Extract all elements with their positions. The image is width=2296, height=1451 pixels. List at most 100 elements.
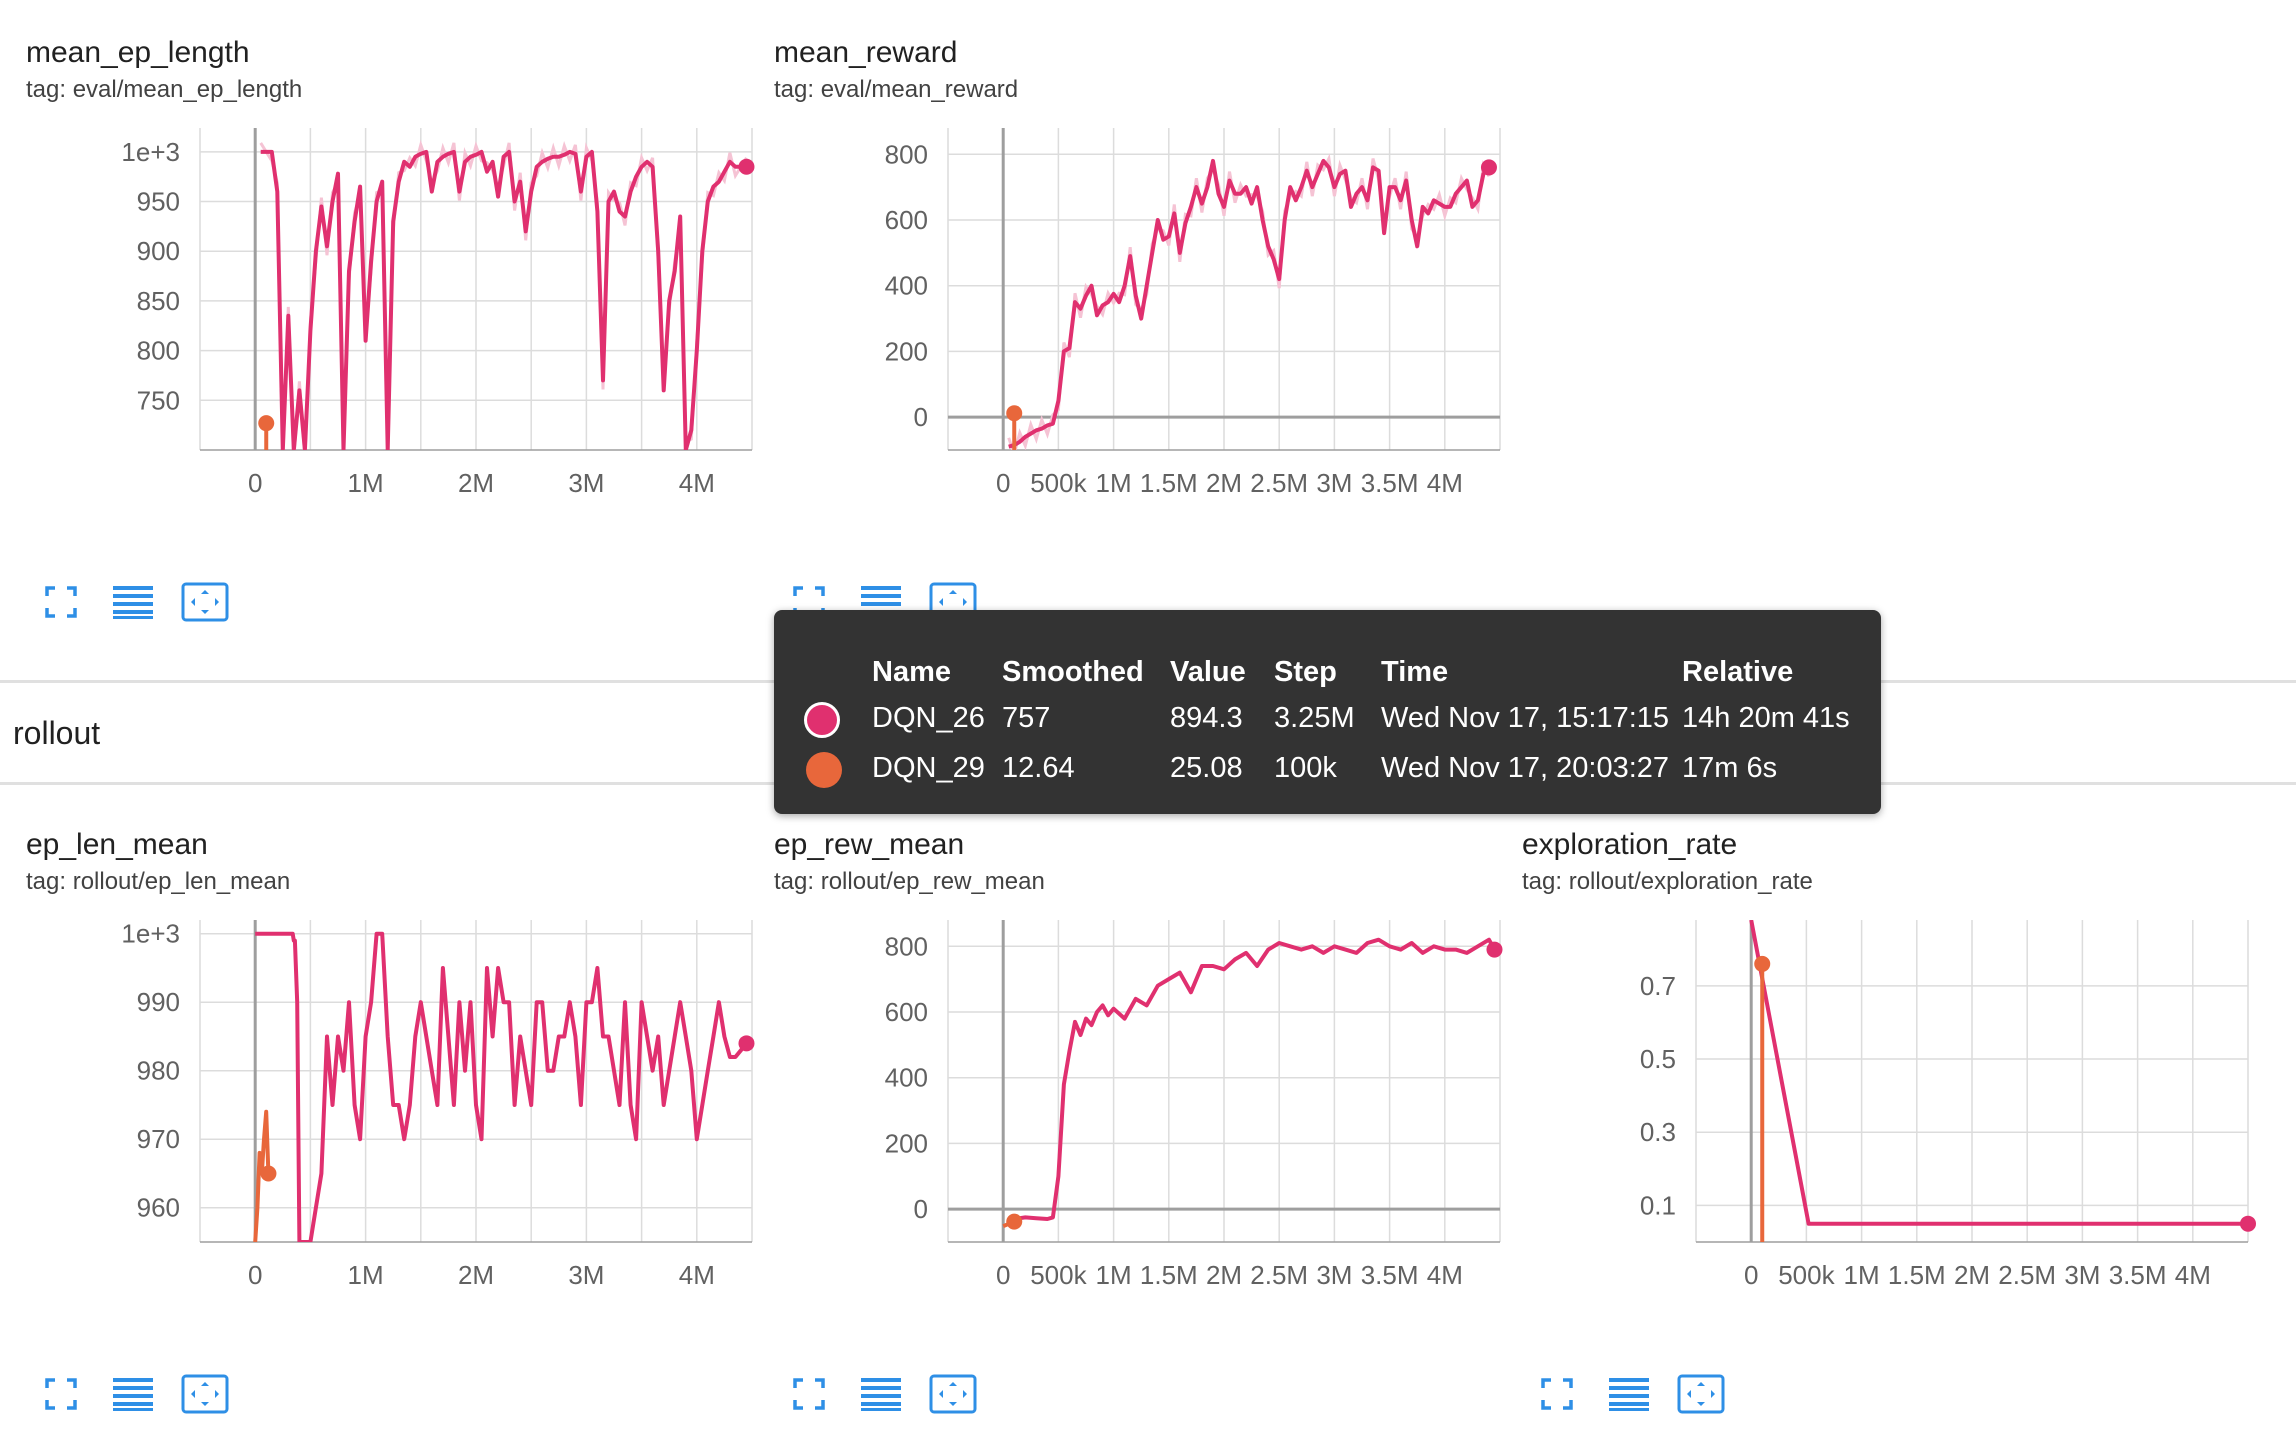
y-tick-label: 850 <box>137 286 180 316</box>
tooltip-header-name: Name <box>872 656 951 688</box>
tooltip-cell: DQN_29 <box>872 752 985 784</box>
series-end-point <box>1006 405 1023 422</box>
x-tick-label: 4M <box>1427 468 1463 498</box>
fullscreen-icon[interactable] <box>37 578 85 626</box>
x-tick-label: 0 <box>996 1260 1010 1290</box>
x-tick-label: 1M <box>348 468 384 498</box>
hover-tooltip: Name Smoothed Value Step Time Relative D… <box>774 610 1881 814</box>
x-tick-label: 0 <box>248 468 262 498</box>
series-line <box>255 931 749 1242</box>
fit-domain-icon[interactable] <box>929 1370 977 1418</box>
x-tick-label: 500k <box>1778 1260 1835 1290</box>
series-line <box>1008 158 1491 449</box>
card-tag: tag: eval/mean_reward <box>774 76 1019 103</box>
series-line <box>260 149 747 450</box>
data-table-icon[interactable] <box>857 1370 905 1418</box>
y-tick-label: 950 <box>137 187 180 217</box>
x-tick-label: 500k <box>1030 468 1087 498</box>
y-tick-label: 0.1 <box>1640 1190 1676 1220</box>
y-tick-label: 900 <box>137 236 180 266</box>
x-tick-label: 0 <box>996 468 1010 498</box>
fullscreen-icon[interactable] <box>37 1370 85 1418</box>
y-tick-label: 400 <box>885 1063 928 1093</box>
card-toolbar <box>1533 1370 1725 1418</box>
y-tick-label: 0.7 <box>1640 971 1676 1001</box>
x-tick-label: 3.5M <box>1361 468 1419 498</box>
y-tick-label: 600 <box>885 205 928 235</box>
tooltip-cell: 25.08 <box>1170 752 1243 784</box>
series-end-point <box>738 158 755 175</box>
x-tick-label: 2M <box>1206 1260 1242 1290</box>
card-toolbar <box>37 1370 229 1418</box>
fit-domain-icon[interactable] <box>181 578 229 626</box>
chart-ep-rew-mean[interactable]: 0 500k 1M 1.5M 2M 2.5M 3M 3.5M 4M 0 200 400 600 800 <box>748 902 1508 1362</box>
y-tick-label: 800 <box>885 931 928 961</box>
y-tick-label: 750 <box>137 385 180 415</box>
x-tick-label: 3M <box>568 468 604 498</box>
tooltip-cell: 757 <box>1002 702 1051 734</box>
x-tick-label: 2.5M <box>1250 1260 1308 1290</box>
tooltip-cell: 12.64 <box>1002 752 1075 784</box>
y-tick-label: 200 <box>885 1128 928 1158</box>
y-tick-label: 990 <box>137 987 180 1017</box>
y-tick-label: 980 <box>137 1056 180 1086</box>
y-tick-label: 600 <box>885 997 928 1027</box>
x-tick-label: 3M <box>2064 1260 2100 1290</box>
x-tick-label: 1M <box>1096 468 1132 498</box>
series-end-point <box>1480 159 1497 176</box>
fullscreen-icon[interactable] <box>785 578 833 626</box>
data-table-icon[interactable] <box>1605 1370 1653 1418</box>
y-tick-label: 1e+3 <box>121 919 180 949</box>
x-tick-label: 1.5M <box>1140 1260 1198 1290</box>
group-title-rollout[interactable]: rollout <box>13 715 101 751</box>
y-tick-label: 0 <box>914 1194 928 1224</box>
x-tick-label: 2M <box>1954 1260 1990 1290</box>
tooltip-cell: DQN_26 <box>872 702 985 734</box>
y-tick-label: 800 <box>137 336 180 366</box>
chart-mean-ep-length[interactable]: 0 1M 2M 3M 4M 750 800 850 900 950 1e+3 <box>0 110 760 570</box>
tooltip-header-time: Time <box>1381 656 1449 688</box>
y-tick-label: 960 <box>137 1193 180 1223</box>
x-tick-label: 2.5M <box>1250 468 1308 498</box>
card-toolbar <box>37 578 229 626</box>
card-title: exploration_rate <box>1522 828 1738 861</box>
series-end-point <box>1486 941 1503 958</box>
tooltip-cell: 17m 6s <box>1682 752 1778 784</box>
tooltip-cell: 14h 20m 41s <box>1682 702 1850 734</box>
y-tick-label: 200 <box>885 336 928 366</box>
x-tick-label: 3.5M <box>1361 1260 1419 1290</box>
card-title: mean_ep_length <box>26 36 250 69</box>
series-swatch <box>806 752 842 788</box>
x-tick-label: 2M <box>458 468 494 498</box>
series-line <box>1749 920 2248 1226</box>
x-tick-label: 3M <box>1316 1260 1352 1290</box>
y-tick-label: 0 <box>914 402 928 432</box>
x-tick-label: 1.5M <box>1888 1260 1946 1290</box>
x-tick-label: 1.5M <box>1140 468 1198 498</box>
card-tag: tag: rollout/exploration_rate <box>1522 868 1813 895</box>
x-tick-label: 500k <box>1030 1260 1087 1290</box>
card-toolbar <box>785 1370 977 1418</box>
card-title: mean_reward <box>774 36 958 69</box>
card-tag: tag: rollout/ep_len_mean <box>26 868 291 895</box>
chart-mean-reward[interactable]: 0 500k 1M 1.5M 2M 2.5M 3M 3.5M 4M 0 200 400 600 800 <box>748 110 1508 570</box>
fullscreen-icon[interactable] <box>785 1370 833 1418</box>
x-tick-label: 2M <box>1206 468 1242 498</box>
card-tag: tag: eval/mean_ep_length <box>26 76 303 103</box>
fit-domain-icon[interactable] <box>1677 1370 1725 1418</box>
fullscreen-icon[interactable] <box>1533 1370 1581 1418</box>
x-tick-label: 1M <box>1096 1260 1132 1290</box>
series-end-point <box>260 1165 277 1182</box>
x-tick-label: 1M <box>348 1260 384 1290</box>
data-table-icon[interactable] <box>109 578 157 626</box>
chart-ep-len-mean[interactable]: 0 1M 2M 3M 4M 960 970 980 990 1e+3 <box>0 902 760 1362</box>
fit-domain-icon[interactable] <box>181 1370 229 1418</box>
x-tick-label: 3.5M <box>2109 1260 2167 1290</box>
x-tick-label: 4M <box>679 1260 715 1290</box>
y-tick-label: 400 <box>885 271 928 301</box>
series-swatch <box>804 702 840 738</box>
card-title: ep_len_mean <box>26 828 208 861</box>
chart-exploration-rate[interactable]: 0 500k 1M 1.5M 2M 2.5M 3M 3.5M 4M 0.1 0.3 0.5 0.7 <box>1496 902 2256 1362</box>
series-end-point <box>2240 1215 2256 1232</box>
data-table-icon[interactable] <box>109 1370 157 1418</box>
